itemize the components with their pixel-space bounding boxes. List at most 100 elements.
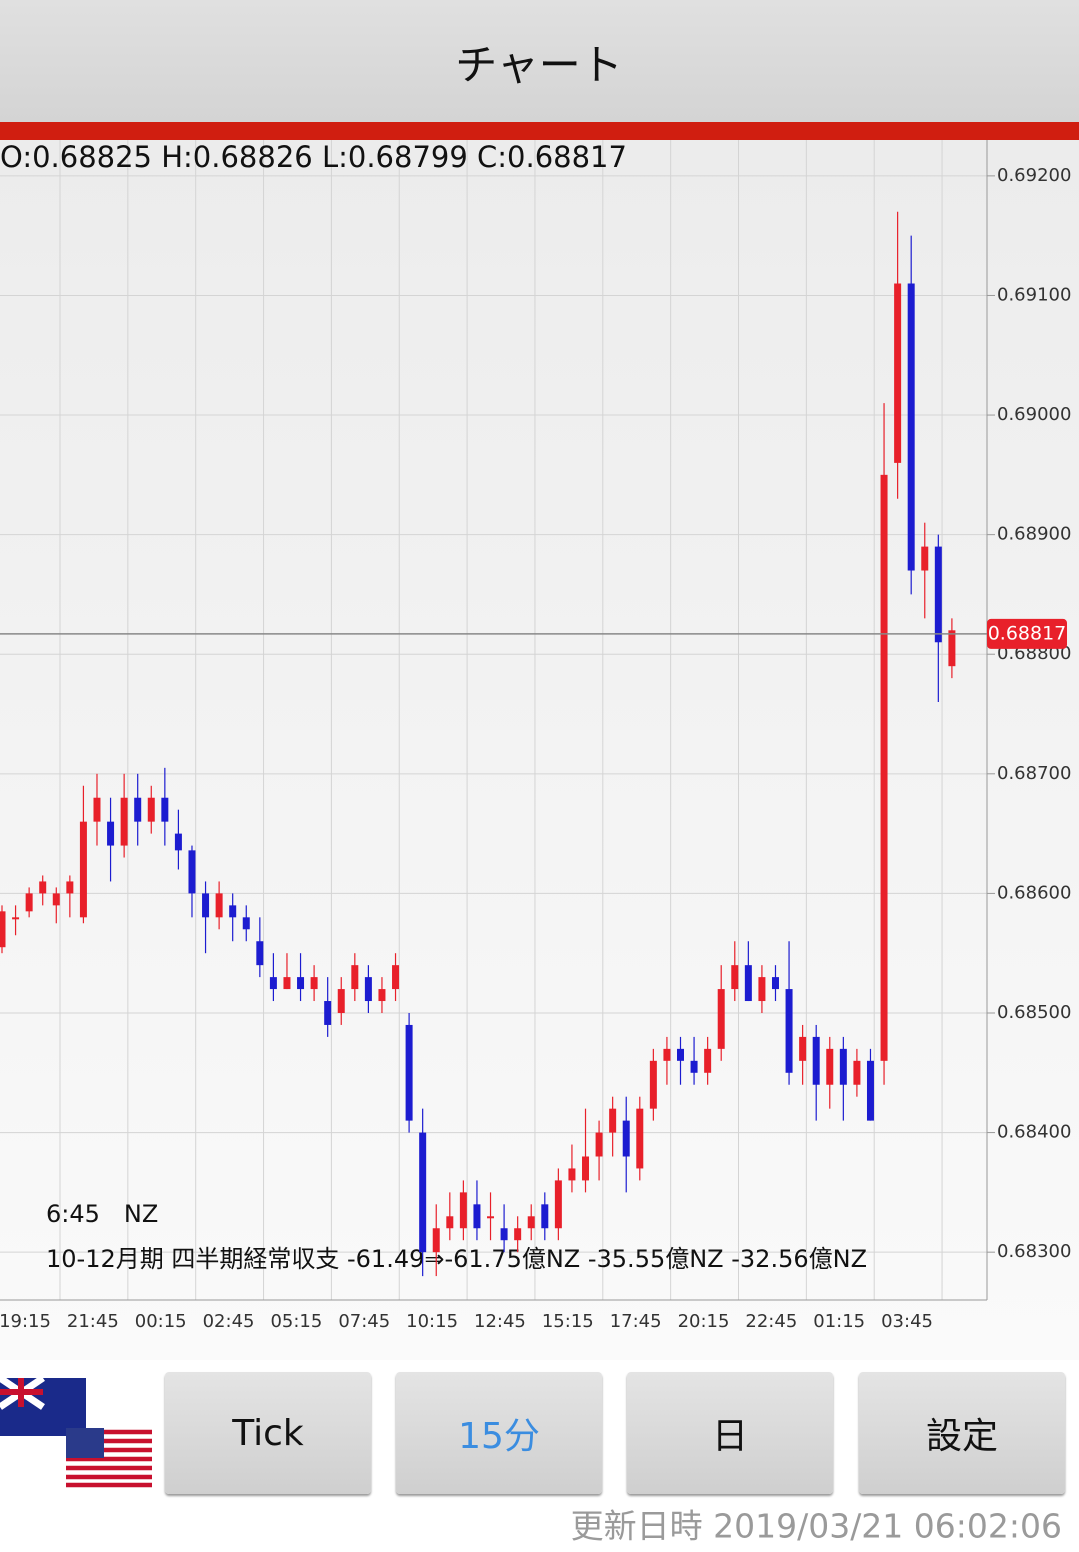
- flags: [0, 1375, 152, 1488]
- update-time: 更新日時 2019/03/21 06:02:06: [571, 1507, 1062, 1546]
- candle-body: [799, 1036, 807, 1061]
- us-flag-canton: [66, 1428, 104, 1458]
- us-flag-stripes: [66, 1429, 152, 1488]
- candle-body: [934, 546, 942, 643]
- candle-body: [12, 917, 20, 920]
- event-text: 10-12月期 四半期経常収支 -61.49⇒-61.75億NZ -35.55億…: [46, 1245, 867, 1273]
- x-tick-label: 19:15: [0, 1311, 51, 1332]
- y-tick-label: 0.69100: [997, 284, 1071, 305]
- current-price-badge: [987, 618, 1067, 649]
- candle-body: [297, 977, 305, 990]
- header-bar: [0, 0, 1079, 122]
- x-tick-label: 01:15: [813, 1311, 865, 1332]
- candle-body: [66, 881, 74, 894]
- candle-body: [269, 977, 277, 990]
- candle-body: [771, 977, 779, 990]
- candle-body: [636, 1108, 644, 1169]
- x-tick-label: 05:15: [270, 1311, 322, 1332]
- candle-body: [351, 965, 359, 990]
- candle-body: [419, 1132, 427, 1253]
- candle-body: [866, 1060, 874, 1121]
- candle-body: [392, 965, 400, 990]
- candle-body: [134, 797, 142, 822]
- candle-body: [93, 797, 101, 822]
- candle-body: [921, 546, 929, 571]
- candle-body: [147, 797, 155, 822]
- candle-body: [405, 1024, 413, 1121]
- candle-body: [853, 1060, 861, 1085]
- candle-body: [229, 905, 237, 918]
- candle-body: [174, 833, 182, 851]
- chart-background: [0, 140, 1079, 1360]
- candle-body: [487, 1216, 495, 1219]
- x-tick-label: 02:45: [203, 1311, 255, 1332]
- candle-body: [500, 1228, 508, 1241]
- current-price-label: 0.68817: [988, 622, 1067, 644]
- candle-body: [622, 1120, 630, 1157]
- candle-body: [649, 1060, 657, 1109]
- candle-body: [79, 821, 87, 918]
- y-tick-label: 0.69000: [997, 404, 1071, 425]
- candle-body: [758, 977, 766, 1002]
- candle-body: [107, 821, 115, 846]
- x-tick-label: 21:45: [67, 1311, 119, 1332]
- candle-body: [609, 1108, 617, 1133]
- candle-body: [324, 1001, 332, 1025]
- candle-body: [731, 965, 739, 990]
- candle-body: [948, 630, 956, 667]
- candle-body: [663, 1048, 671, 1061]
- candle-body: [894, 283, 902, 463]
- candle-body: [446, 1216, 454, 1229]
- candle-body: [690, 1060, 698, 1073]
- candle-body: [812, 1036, 820, 1085]
- y-tick-label: 0.68400: [997, 1122, 1071, 1143]
- candle-body: [514, 1228, 522, 1241]
- y-tick-label: 0.68900: [997, 524, 1071, 545]
- candle-body: [188, 850, 196, 894]
- candle-body: [364, 977, 372, 1002]
- candle-body: [568, 1168, 576, 1181]
- tick-button[interactable]: Tick: [165, 1372, 371, 1494]
- candle-body: [337, 989, 345, 1013]
- y-tick-label: 0.68600: [997, 882, 1071, 903]
- accent-bar: [0, 122, 1079, 140]
- candle-body: [310, 977, 318, 990]
- candle-body: [161, 797, 169, 822]
- x-tick-label: 22:45: [745, 1311, 797, 1332]
- candle-body: [595, 1132, 603, 1157]
- x-tick-label: 10:15: [406, 1311, 458, 1332]
- candle-body: [880, 474, 888, 1061]
- y-tick-label: 0.69200: [997, 165, 1071, 186]
- 15min-button[interactable]: 15分: [396, 1372, 602, 1494]
- settings-button[interactable]: 設定: [859, 1372, 1065, 1494]
- candle-body: [52, 893, 60, 906]
- candle-body: [473, 1204, 481, 1229]
- candle-body: [459, 1192, 467, 1229]
- day-button[interactable]: 日: [627, 1372, 833, 1494]
- ohlc-info: O:0.68825 H:0.68826 L:0.68799 C:0.68817: [0, 140, 627, 174]
- x-tick-label: 03:45: [881, 1311, 933, 1332]
- candle-body: [432, 1228, 440, 1253]
- candle-body: [378, 989, 386, 1002]
- candle-body: [839, 1048, 847, 1085]
- candle-body: [907, 283, 915, 571]
- grid: [0, 140, 987, 1300]
- candle-body: [554, 1180, 562, 1229]
- x-tick-label: 17:45: [610, 1311, 662, 1332]
- header-title: チャート: [455, 41, 623, 90]
- candle-body: [242, 917, 250, 930]
- candle-body: [202, 893, 210, 918]
- candle-body: [527, 1216, 535, 1229]
- x-tick-label: 07:45: [338, 1311, 390, 1332]
- candle-body: [541, 1204, 549, 1229]
- candle-body: [785, 989, 793, 1073]
- y-tick-label: 0.68300: [997, 1241, 1071, 1262]
- candle-body: [704, 1048, 712, 1073]
- candle-body: [677, 1048, 684, 1061]
- candle-body: [717, 989, 725, 1049]
- candle-body: [0, 911, 6, 948]
- x-tick-label: 20:15: [678, 1311, 730, 1332]
- y-tick-label: 0.68700: [997, 763, 1071, 784]
